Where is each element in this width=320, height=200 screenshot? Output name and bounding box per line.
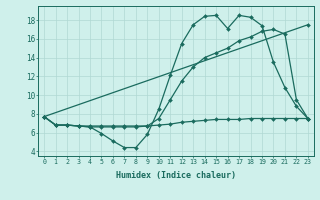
X-axis label: Humidex (Indice chaleur): Humidex (Indice chaleur) bbox=[116, 171, 236, 180]
